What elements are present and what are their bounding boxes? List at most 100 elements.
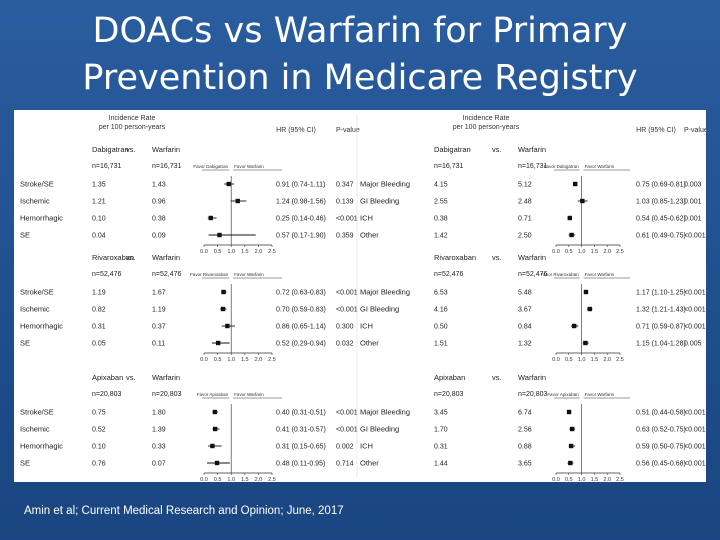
x-axis-tick-label: 2.0	[255, 357, 263, 363]
hr-ci-value: 1.17 (1.10-1.25)	[636, 290, 686, 297]
hr-point-marker	[583, 340, 588, 346]
row-label: GI Bleeding	[360, 425, 399, 434]
hr-point-marker	[214, 460, 220, 466]
drug-rate: 0.75	[92, 410, 106, 417]
p-value-header: P-value	[336, 127, 360, 134]
comparator-name: Warfarin	[518, 145, 546, 154]
x-axis-tick-label: 1.0	[227, 249, 235, 255]
hr-ci-value: 0.86 (0.65-1.14)	[276, 324, 326, 331]
x-axis-tick-label: 1.5	[591, 477, 599, 482]
comparator-rate: 1.80	[152, 410, 166, 417]
x-axis-tick-label: 2.0	[255, 477, 263, 482]
comparator-n: n=16,731	[152, 163, 181, 170]
row-label: Stroke/SE	[20, 408, 54, 417]
hr-ci-value: 0.54 (0.45-0.62)	[636, 216, 686, 223]
row-label: SE	[20, 459, 30, 468]
comparator-rate: 0.38	[152, 216, 166, 223]
x-axis-tick-label: 2.5	[616, 249, 624, 255]
hr-point-marker	[569, 232, 574, 238]
hr-point-marker	[220, 306, 226, 312]
x-axis-tick-label: 1.0	[227, 477, 235, 482]
favor-left-label: Favor Dabigatran	[193, 164, 228, 169]
comparator-rate: 6.74	[518, 410, 532, 417]
x-axis-tick-label: 1.0	[578, 477, 586, 482]
comparator-n: n=52,476	[518, 271, 547, 278]
hr-point-marker	[212, 409, 218, 415]
comparator-rate: 0.71	[518, 216, 532, 223]
comparator-name: Warfarin	[518, 253, 546, 262]
hr-ci-value: 0.41 (0.31-0.57)	[276, 427, 326, 434]
hr-ci-value: 1.15 (1.04-1.28)	[636, 341, 686, 348]
favor-left-label: Favor Apixaban	[547, 392, 579, 397]
comparator-n: n=52,476	[152, 271, 181, 278]
hr-point-marker	[226, 181, 231, 187]
drug-rate: 1.42	[434, 233, 448, 240]
p-value: 0.032	[336, 341, 354, 348]
comparator-rate: 2.56	[518, 427, 532, 434]
hr-ci-value: 1.32 (1.21-1.43)	[636, 307, 686, 314]
hr-point-marker	[571, 323, 577, 329]
hr-point-marker	[568, 460, 573, 466]
drug-rate: 0.31	[92, 324, 106, 331]
hr-ci-value: 0.52 (0.29-0.94)	[276, 341, 326, 348]
comparator-rate: 5.12	[518, 182, 532, 189]
hr-ci-value: 0.31 (0.15-0.65)	[276, 444, 326, 451]
hr-ci-value: 0.72 (0.63-0.83)	[276, 290, 326, 297]
x-axis-tick-label: 1.5	[591, 249, 599, 255]
vs-label: vs.	[492, 145, 502, 154]
p-value: <0.001	[336, 410, 358, 417]
drug-n: n=52,476	[92, 271, 121, 278]
p-value: 0.005	[684, 341, 702, 348]
favor-right-label: Favor Warfarin	[585, 392, 615, 397]
drug-rate: 0.05	[92, 341, 106, 348]
p-value: <0.001	[684, 324, 706, 331]
favor-left-label: Favor Rivaroxaban	[541, 272, 580, 277]
drug-rate: 1.44	[434, 461, 448, 468]
comparator-rate: 0.09	[152, 233, 166, 240]
row-label: Hemorrhagic	[20, 214, 63, 223]
drug-name: Dabigatran	[434, 145, 471, 154]
p-value: <0.001	[336, 216, 358, 223]
comparator-rate: 2.48	[518, 199, 532, 206]
vs-label: vs.	[492, 253, 502, 262]
rate-header-line1: Incidence Rate	[109, 115, 156, 122]
drug-name: Dabigatran	[92, 145, 129, 154]
p-value: 0.359	[336, 233, 354, 240]
row-label: Ischemic	[20, 197, 50, 206]
drug-rate: 0.04	[92, 233, 106, 240]
x-axis-tick-label: 0.0	[552, 477, 560, 482]
p-value: <0.001	[684, 233, 706, 240]
hr-point-marker	[587, 306, 592, 312]
row-label: Hemorrhagic	[20, 442, 63, 451]
p-value: <0.001	[684, 427, 706, 434]
drug-rate: 0.10	[92, 216, 106, 223]
drug-rate: 6.53	[434, 290, 448, 297]
comparator-rate: 3.67	[518, 307, 532, 314]
drug-n: n=16,731	[92, 163, 121, 170]
drug-rate: 0.10	[92, 444, 106, 451]
hr-point-marker	[225, 323, 230, 329]
comparator-rate: 0.84	[518, 324, 532, 331]
hr-point-marker	[573, 181, 578, 187]
x-axis-tick-label: 0.0	[552, 357, 560, 363]
row-label: Hemorrhagic	[20, 322, 63, 331]
drug-rate: 4.15	[434, 182, 448, 189]
drug-rate: 1.51	[434, 341, 448, 348]
hr-ci-value: 1.03 (0.85-1.23)	[636, 199, 686, 206]
comparator-n: n=16,731	[518, 163, 547, 170]
hr-ci-value: 0.56 (0.45-0.68)	[636, 461, 686, 468]
x-axis-tick-label: 1.0	[578, 249, 586, 255]
p-value: 0.300	[336, 324, 354, 331]
row-label: Other	[360, 339, 379, 348]
favor-right-label: Favor Warfarin	[585, 164, 615, 169]
drug-n: n=20,803	[92, 391, 121, 398]
x-axis-tick-label: 0.0	[200, 249, 208, 255]
hr-ci-value: 0.70 (0.59-0.83)	[276, 307, 326, 314]
drug-name: Rivaroxaban	[92, 253, 134, 262]
drug-rate: 2.55	[434, 199, 448, 206]
drug-name: Apixaban	[434, 373, 465, 382]
x-axis-tick-label: 0.5	[565, 357, 573, 363]
x-axis-tick-label: 2.5	[268, 249, 276, 255]
hr-point-marker	[210, 443, 215, 449]
